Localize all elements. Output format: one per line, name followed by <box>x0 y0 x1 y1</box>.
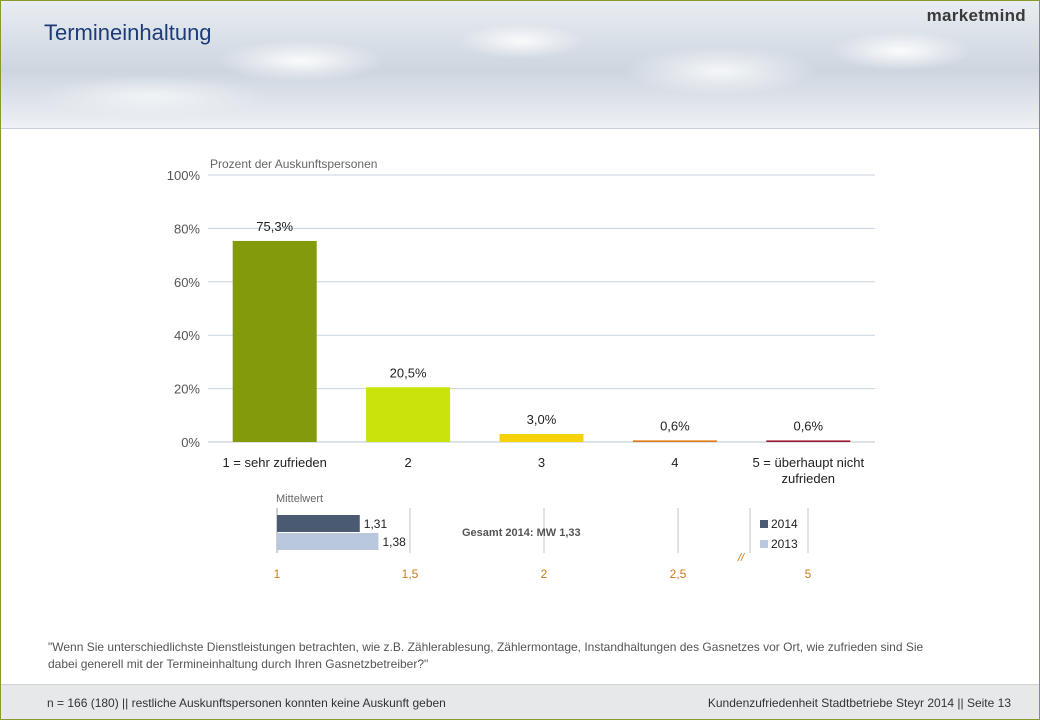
bar-value-label: 0,6% <box>793 418 823 433</box>
x-category-label: 2 <box>404 455 411 470</box>
mean-x-tick-label: 1,5 <box>402 567 419 581</box>
y-tick-label: 20% <box>174 382 200 397</box>
legend-swatch <box>760 540 768 548</box>
mean-total-annotation: Gesamt 2014: MW 1,33 <box>462 527 581 539</box>
x-category-label: 1 = sehr zufrieden <box>222 455 326 470</box>
survey-question: "Wenn Sie unterschiedlichste Dienstleist… <box>48 640 924 671</box>
brand-logo: marketmind <box>926 6 1026 25</box>
x-category-label: 5 = überhaupt nicht <box>752 455 864 470</box>
chart-subtitle: Prozent der Auskunftspersonen <box>210 157 377 171</box>
bar <box>499 433 584 442</box>
mean-bar <box>277 515 360 532</box>
mean-x-tick-label: 2,5 <box>670 567 687 581</box>
mean-x-tick-label: 2 <box>541 567 548 581</box>
y-tick-label: 100% <box>167 168 201 183</box>
mean-value-label: 1,31 <box>364 517 388 531</box>
legend-label: 2014 <box>771 517 798 531</box>
y-tick-label: 0% <box>181 435 200 450</box>
bar <box>366 387 451 442</box>
bar-value-label: 75,3% <box>256 219 293 234</box>
mean-x-tick-label: 1 <box>274 567 281 581</box>
footer-page-info: Kundenzufriedenheit Stadtbetriebe Steyr … <box>707 696 1011 710</box>
footer-bar: n = 166 (180) || restliche Auskunftspers… <box>1 684 1039 719</box>
axis-break-mark: // <box>737 552 745 564</box>
legend-label: 2013 <box>771 537 798 551</box>
y-tick-label: 40% <box>174 328 200 343</box>
bar-value-label: 3,0% <box>527 412 557 427</box>
footer-sample-note: n = 166 (180) || restliche Auskunftspers… <box>47 696 446 710</box>
x-category-label: zufrieden <box>782 471 835 486</box>
y-tick-label: 60% <box>174 275 200 290</box>
bar-value-label: 20,5% <box>390 365 427 380</box>
mean-bar <box>277 533 379 550</box>
bar <box>232 240 317 442</box>
legend-swatch <box>760 520 768 528</box>
header-banner <box>1 1 1039 129</box>
bar <box>632 440 717 442</box>
mean-value-label: 1,38 <box>382 535 406 549</box>
mean-chart-title: Mittelwert <box>276 493 323 505</box>
bar <box>766 440 851 442</box>
mean-x-tick-label: 5 <box>805 567 812 581</box>
page-title: Termineinhaltung <box>44 20 212 45</box>
bar-value-label: 0,6% <box>660 418 690 433</box>
y-tick-label: 80% <box>174 221 200 236</box>
x-category-label: 3 <box>538 455 545 470</box>
x-category-label: 4 <box>671 455 678 470</box>
